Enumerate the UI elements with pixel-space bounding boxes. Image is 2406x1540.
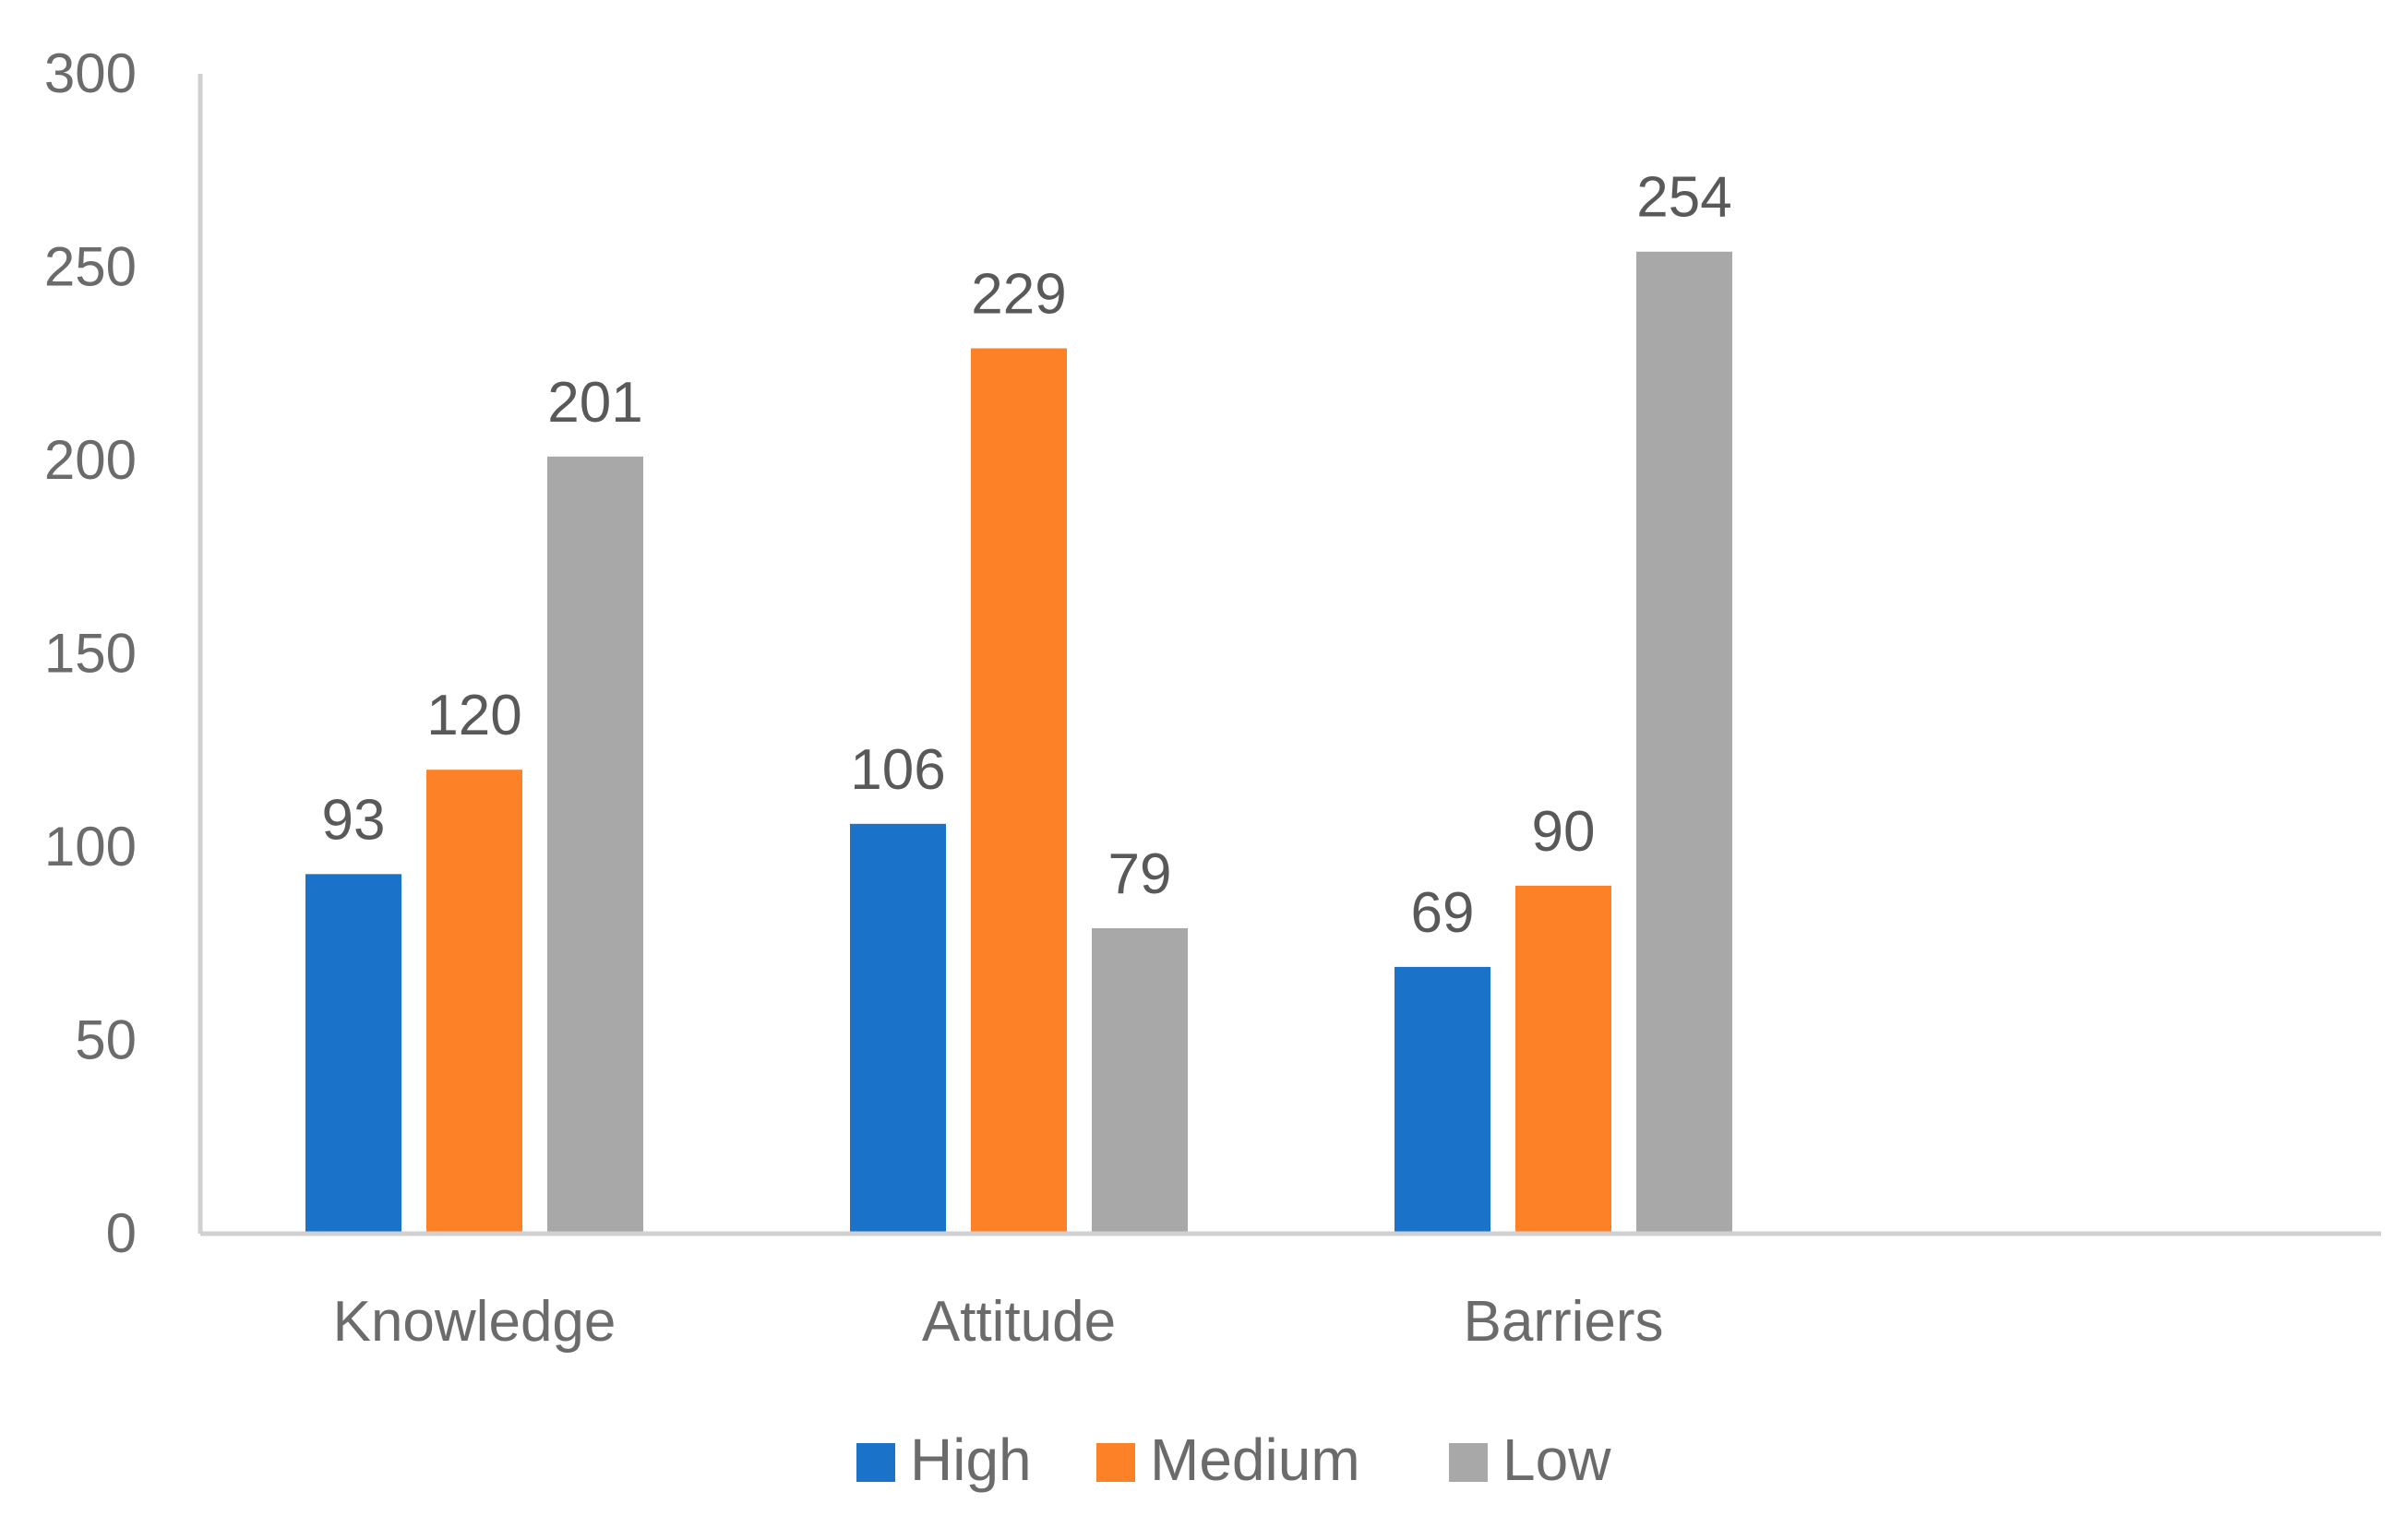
bar-barriers-medium: [1515, 885, 1611, 1234]
data-label: 120: [426, 684, 521, 747]
x-category-label: Knowledge: [333, 1290, 616, 1354]
data-label: 106: [850, 738, 945, 802]
data-label: 90: [1532, 800, 1596, 864]
data-label: 69: [1411, 881, 1475, 945]
data-label: 201: [547, 371, 642, 435]
legend-label-high: High: [910, 1427, 1032, 1493]
data-label: 93: [322, 788, 386, 852]
legend-swatch-medium: [1096, 1443, 1135, 1482]
bar-knowledge-high: [305, 874, 401, 1234]
y-tick-label: 250: [44, 236, 137, 298]
legend-label-low: Low: [1502, 1427, 1611, 1493]
y-tick-label: 300: [44, 42, 137, 104]
bar-knowledge-low: [547, 456, 643, 1234]
x-category-label: Attitude: [922, 1290, 1116, 1354]
legend-swatch-low: [1449, 1443, 1488, 1482]
data-label: 229: [971, 262, 1066, 326]
bar-barriers-low: [1636, 251, 1732, 1234]
data-label: 254: [1636, 166, 1731, 230]
x-category-label: Barriers: [1463, 1290, 1663, 1354]
bar-attitude-low: [1092, 927, 1188, 1234]
y-tick-label: 150: [44, 623, 137, 685]
bar-barriers-high: [1395, 966, 1490, 1234]
y-axis-ticks: 0 50 100 150 200 250 300: [44, 42, 137, 1264]
x-axis-labels: Knowledge Attitude Barriers: [333, 1290, 1664, 1354]
y-tick-label: 0: [106, 1202, 137, 1264]
y-tick-label: 200: [44, 429, 137, 491]
legend: High Medium Low: [856, 1427, 1611, 1493]
data-label: 79: [1108, 842, 1172, 906]
bar-knowledge-medium: [426, 770, 522, 1234]
bar-attitude-high: [850, 823, 946, 1234]
y-tick-label: 100: [44, 816, 137, 877]
y-tick-label: 50: [75, 1009, 137, 1071]
bar-attitude-medium: [971, 348, 1067, 1234]
legend-swatch-high: [856, 1443, 895, 1482]
data-labels-group: 93 120 201 106 229 79 69 90 254: [322, 166, 1732, 945]
bars-group: [305, 251, 1732, 1234]
legend-label-medium: Medium: [1150, 1427, 1360, 1493]
